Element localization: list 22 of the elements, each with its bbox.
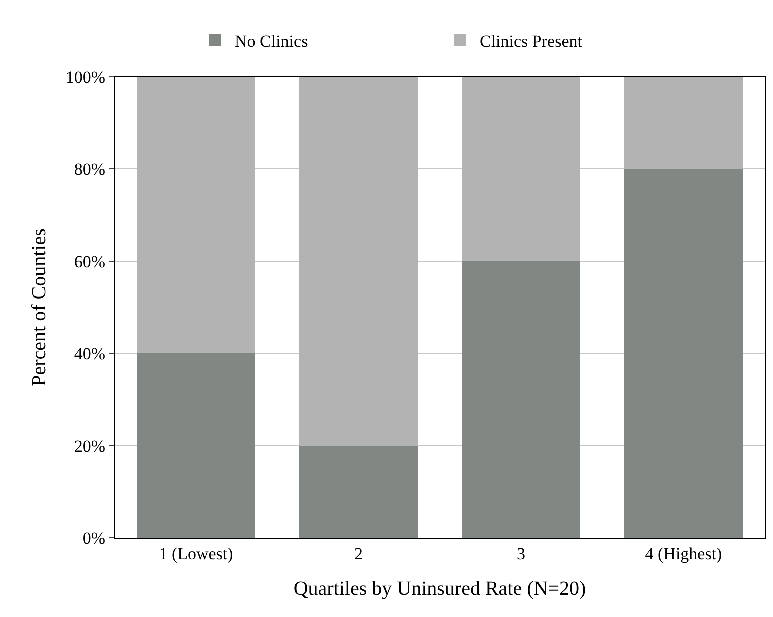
bar [136,77,256,354]
bar [136,354,256,538]
y-tick-label: 0% [82,528,106,548]
y-tick-label: 20% [74,436,106,456]
y-axis-title: Percent of Counties [28,228,50,386]
x-axis-title: Quartiles by Uninsured Rate (N=20) [294,578,586,600]
y-tick-label: 80% [74,160,106,180]
x-tick-label: 4 (Highest) [645,544,722,564]
legend-label: No Clinics [235,32,308,51]
x-tick-label: 2 [354,544,363,564]
bar [624,77,744,170]
bar [624,169,744,538]
legend-label: Clinics Present [480,32,583,51]
y-tick-label: 40% [74,344,106,364]
x-tick-label: 3 [517,544,526,564]
bar [462,77,581,262]
bar [462,261,581,538]
y-tick-label: 60% [74,252,106,272]
x-tick-label: 1 (Lowest) [159,544,234,564]
y-tick-label: 100% [66,68,106,87]
bar [299,77,418,446]
bar [299,446,418,538]
